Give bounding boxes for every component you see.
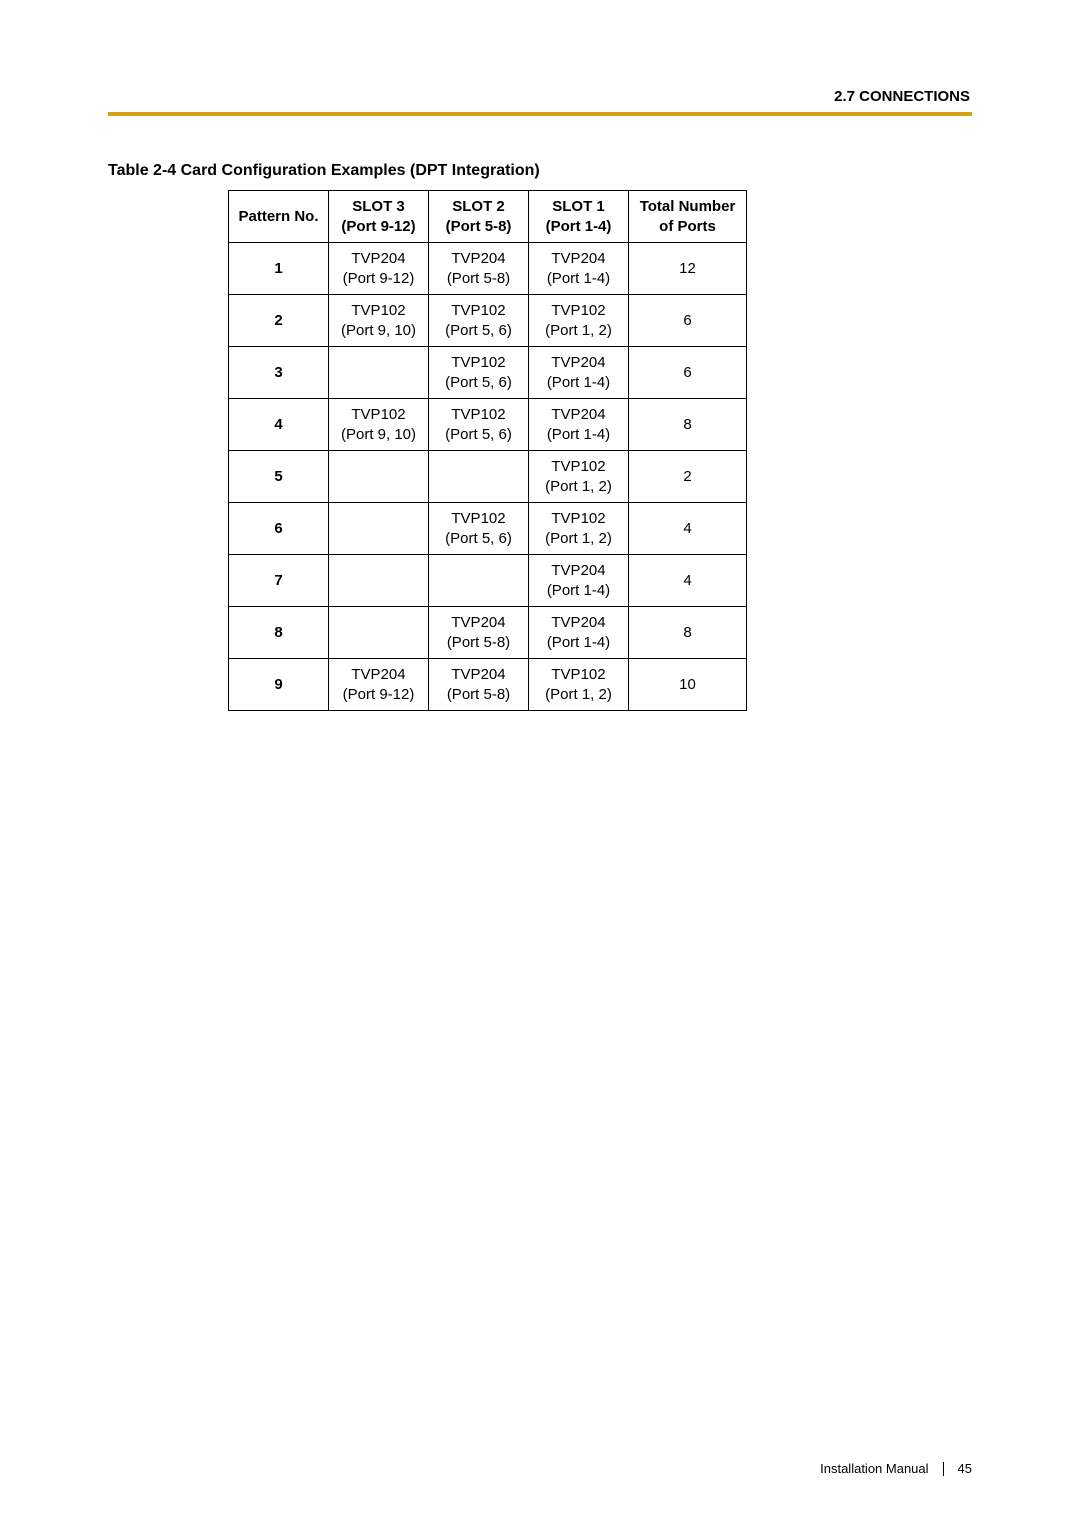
header-text: (Port 1-4) [546,218,612,235]
slot2-cell [429,555,529,607]
slot3-cell: TVP204(Port 9-12) [329,243,429,295]
slot1-cell: TVP102(Port 1, 2) [529,503,629,555]
total-cell: 6 [629,295,747,347]
table-row: 9TVP204(Port 9-12)TVP204(Port 5-8)TVP102… [229,659,747,711]
slot1-cell: TVP204(Port 1-4) [529,347,629,399]
pattern-cell: 2 [229,295,329,347]
table-row: 8 TVP204(Port 5-8)TVP204(Port 1-4)8 [229,607,747,659]
slot3-cell [329,555,429,607]
slot2-cell: TVP102(Port 5, 6) [429,399,529,451]
footer-manual: Installation Manual [820,1461,928,1476]
header-text: SLOT 1 [552,198,605,215]
page-footer: Installation Manual 45 [820,1461,972,1476]
slot3-cell: TVP102(Port 9, 10) [329,399,429,451]
slot2-cell: TVP204(Port 5-8) [429,659,529,711]
slot2-cell: TVP102(Port 5, 6) [429,347,529,399]
table-row: 5 TVP102(Port 1, 2)2 [229,451,747,503]
slot3-cell [329,347,429,399]
slot3-cell [329,451,429,503]
total-cell: 6 [629,347,747,399]
total-cell: 8 [629,399,747,451]
slot3-cell: TVP102(Port 9, 10) [329,295,429,347]
slot2-cell [429,451,529,503]
pattern-cell: 4 [229,399,329,451]
slot3-cell [329,607,429,659]
col-header-slot1: SLOT 1 (Port 1-4) [529,191,629,243]
slot1-cell: TVP102(Port 1, 2) [529,451,629,503]
pattern-cell: 7 [229,555,329,607]
slot1-cell: TVP204(Port 1-4) [529,243,629,295]
header-text: (Port 9-12) [341,218,415,235]
slot2-cell: TVP102(Port 5, 6) [429,295,529,347]
header-text: (Port 5-8) [446,218,512,235]
slot1-cell: TVP204(Port 1-4) [529,399,629,451]
pattern-cell: 3 [229,347,329,399]
col-header-slot3: SLOT 3 (Port 9-12) [329,191,429,243]
total-cell: 8 [629,607,747,659]
slot3-cell [329,503,429,555]
config-table: Pattern No. SLOT 3 (Port 9-12) SLOT 2 (P… [228,190,747,711]
table-row: 2TVP102(Port 9, 10)TVP102(Port 5, 6)TVP1… [229,295,747,347]
total-cell: 12 [629,243,747,295]
header-text: Total Number [640,198,736,215]
total-cell: 4 [629,555,747,607]
header-text: SLOT 2 [452,198,505,215]
pattern-cell: 9 [229,659,329,711]
slot2-cell: TVP204(Port 5-8) [429,243,529,295]
header-text: of Ports [659,218,716,235]
total-cell: 2 [629,451,747,503]
total-cell: 4 [629,503,747,555]
slot3-cell: TVP204(Port 9-12) [329,659,429,711]
header-rule [108,112,972,116]
col-header-pattern: Pattern No. [229,191,329,243]
slot1-cell: TVP102(Port 1, 2) [529,295,629,347]
slot1-cell: TVP204(Port 1-4) [529,607,629,659]
slot2-cell: TVP102(Port 5, 6) [429,503,529,555]
pattern-cell: 6 [229,503,329,555]
table-row: 1TVP204(Port 9-12)TVP204(Port 5-8)TVP204… [229,243,747,295]
header-text: Pattern No. [238,208,318,225]
footer-divider [943,1462,944,1476]
total-cell: 10 [629,659,747,711]
table-row: 3 TVP102(Port 5, 6)TVP204(Port 1-4)6 [229,347,747,399]
col-header-slot2: SLOT 2 (Port 5-8) [429,191,529,243]
header-text: SLOT 3 [352,198,405,215]
table-row: 6 TVP102(Port 5, 6)TVP102(Port 1, 2)4 [229,503,747,555]
col-header-total: Total Number of Ports [629,191,747,243]
pattern-cell: 5 [229,451,329,503]
table-header-row: Pattern No. SLOT 3 (Port 9-12) SLOT 2 (P… [229,191,747,243]
pattern-cell: 1 [229,243,329,295]
slot1-cell: TVP204(Port 1-4) [529,555,629,607]
footer-page-number: 45 [958,1461,972,1476]
table-caption: Table 2-4 Card Configuration Examples (D… [108,162,540,180]
slot1-cell: TVP102(Port 1, 2) [529,659,629,711]
section-header: 2.7 CONNECTIONS [834,88,970,105]
table-row: 4TVP102(Port 9, 10)TVP102(Port 5, 6)TVP2… [229,399,747,451]
pattern-cell: 8 [229,607,329,659]
slot2-cell: TVP204(Port 5-8) [429,607,529,659]
table-row: 7 TVP204(Port 1-4)4 [229,555,747,607]
